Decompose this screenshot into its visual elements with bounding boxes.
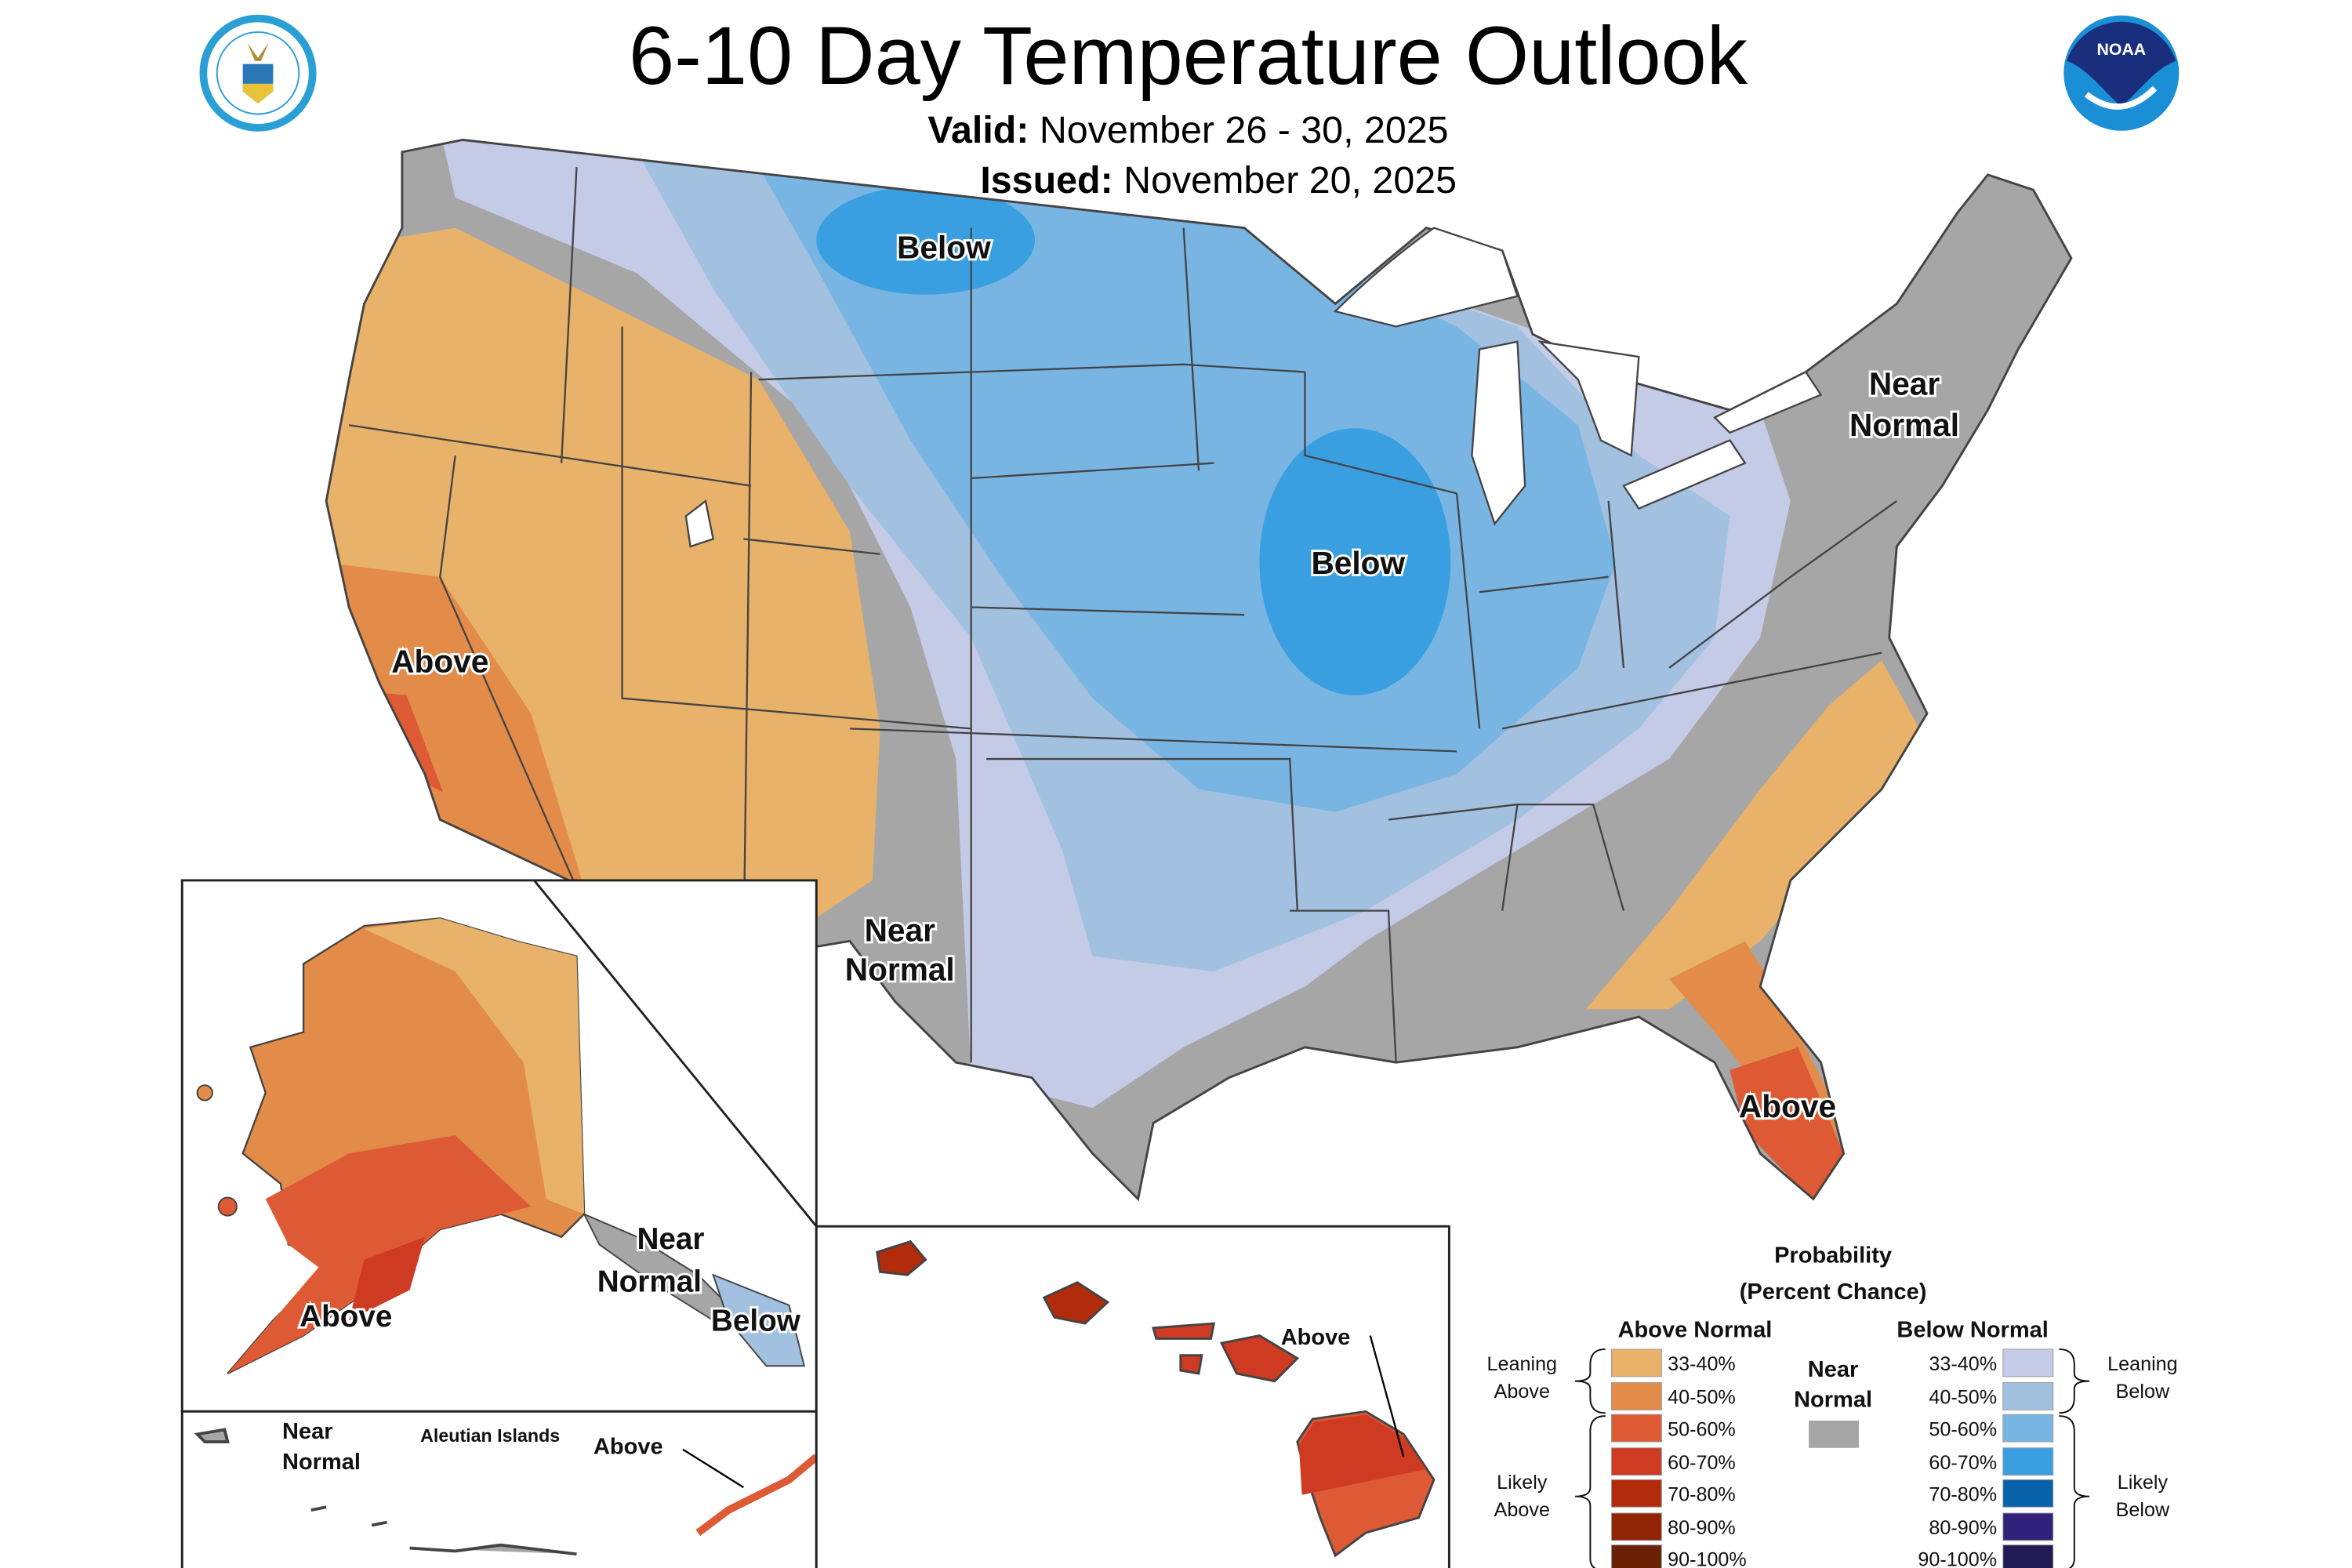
oahu: [1042, 1281, 1110, 1325]
leaning-below-1: Leaning: [2107, 1353, 2178, 1375]
legend-range-below-0: 33-40%: [1929, 1353, 1997, 1375]
legend-range-above-1: 40-50%: [1668, 1387, 1736, 1409]
label-aleutian-near-2: Normal: [282, 1450, 361, 1475]
hawaii-inset: Above: [815, 1225, 1450, 1568]
noaa-logo: NOAA: [2063, 15, 2180, 131]
legend-swatch-above-1: [1611, 1382, 1662, 1410]
label-below-north: Below: [897, 229, 991, 265]
label-hawaii-above: Above: [1281, 1325, 1351, 1350]
big-island-north: [1298, 1414, 1427, 1495]
legend-braces: [1575, 1348, 2090, 1568]
alaska-inset: Above Near Normal Below: [180, 879, 818, 1413]
label-near-northeast-2: Normal: [1849, 407, 1959, 443]
likely-above-1: Likely: [1497, 1472, 1548, 1494]
legend-near-label-2: Normal: [1794, 1388, 1872, 1413]
state-boundaries: [348, 167, 1898, 1063]
label-aleutian-near-1: Near: [282, 1419, 333, 1444]
legend-swatch-above-0: [1611, 1348, 1662, 1377]
legend-title: Probability: [1774, 1243, 1892, 1269]
issued-label: Issued:: [980, 159, 1112, 201]
below-60-70-north: [816, 185, 1035, 295]
label-near-northeast-1: Near: [1869, 366, 1940, 402]
legend-swatch-below-6: [2002, 1544, 2054, 1568]
issued-line: Issued: November 20, 2025: [980, 159, 1457, 201]
alaska-above-33-40: [364, 918, 585, 1214]
below-60-70-midwest: [1259, 428, 1451, 695]
label-below-midwest: Below: [1311, 545, 1405, 581]
legend-swatch-below-1: [2002, 1382, 2054, 1410]
alaska-above-60-70: [349, 1236, 425, 1321]
page-title: 6-10 Day Temperature Outlook: [629, 10, 1748, 102]
legend-range-above-4: 70-80%: [1668, 1484, 1736, 1506]
lanai: [1179, 1354, 1203, 1375]
legend: Probability (Percent Chance) Above Norma…: [1487, 1243, 2178, 1568]
legend-above-header: Above Normal: [1618, 1317, 1773, 1342]
noaa-logo-text: NOAA: [2096, 40, 2146, 59]
legend-range-below-5: 80-90%: [1929, 1517, 1997, 1539]
label-alaska-near-2: Normal: [597, 1265, 702, 1298]
legend-swatch-above-6: [1611, 1544, 1662, 1568]
legend-swatch-above-5: [1611, 1512, 1662, 1541]
likely-above-2: Above: [1494, 1499, 1550, 1521]
leaning-below-2: Below: [2116, 1381, 2170, 1403]
legend-range-below-3: 60-70%: [1929, 1452, 1997, 1474]
leaning-above-1: Leaning: [1487, 1353, 1558, 1375]
alaska-below-panhandle: [712, 1273, 806, 1367]
alaska-near-panhandle: [583, 1212, 730, 1322]
legend-range-below-2: 50-60%: [1929, 1418, 1997, 1440]
legend-swatch-above-4: [1611, 1479, 1662, 1508]
label-near-south-1: Near: [865, 912, 936, 948]
doc-seal-logo: [199, 14, 317, 132]
kauai: [876, 1240, 927, 1276]
likely-below-1: Likely: [2118, 1472, 2169, 1494]
label-above-west: Above: [391, 644, 488, 680]
above-50-60-florida: [1730, 1047, 1844, 1200]
above-33-40-southeast: [1585, 660, 1920, 1010]
valid-line: Valid: November 26 - 30, 2025: [927, 109, 1448, 151]
valid-date: November 26 - 30, 2025: [1040, 109, 1449, 151]
label-alaska-near-1: Near: [637, 1222, 704, 1256]
legend-near-swatch: [1809, 1420, 1859, 1448]
legend-below-header: Below Normal: [1896, 1317, 2048, 1342]
legend-swatch-below-3: [2002, 1447, 2054, 1476]
legend-swatch-below-2: [2002, 1414, 2054, 1443]
legend-subtitle: (Percent Chance): [1740, 1279, 1927, 1305]
label-aleutian-above: Above: [593, 1435, 663, 1460]
valid-label: Valid:: [927, 109, 1029, 151]
legend-swatch-below-4: [2002, 1479, 2054, 1508]
legend-range-above-5: 80-90%: [1668, 1517, 1736, 1539]
issued-date: November 20, 2025: [1123, 159, 1457, 201]
aleutian-inset: Near Normal Aleutian Islands Above: [180, 1410, 819, 1568]
legend-range-above-3: 60-70%: [1668, 1452, 1736, 1474]
legend-swatch-below-0: [2002, 1348, 2054, 1377]
maui: [1219, 1334, 1300, 1383]
legend-range-below-1: 40-50%: [1929, 1387, 1997, 1409]
aleutian-islands-title: Aleutian Islands: [420, 1425, 560, 1446]
legend-swatch-above-2: [1611, 1414, 1662, 1443]
label-near-south-2: Normal: [845, 952, 955, 988]
legend-range-above-6: 90-100%: [1668, 1549, 1747, 1568]
legend-range-above-0: 33-40%: [1668, 1353, 1736, 1375]
likely-below-2: Below: [2116, 1499, 2170, 1521]
label-alaska-above: Above: [299, 1300, 392, 1334]
legend-range-below-4: 70-80%: [1929, 1484, 1997, 1506]
legend-swatch-below-5: [2002, 1512, 2054, 1541]
above-40-50-california: [326, 561, 585, 888]
molokai: [1152, 1322, 1216, 1340]
leaning-above-2: Above: [1494, 1381, 1550, 1403]
legend-swatch-above-3: [1611, 1447, 1662, 1476]
legend-near-label-1: Near: [1808, 1357, 1859, 1382]
great-lakes: [684, 227, 1823, 548]
label-above-florida: Above: [1739, 1088, 1836, 1124]
above-33-40-texas-tip: [1152, 1184, 1184, 1200]
legend-range-below-6: 90-100%: [1918, 1549, 1997, 1568]
label-alaska-below: Below: [711, 1305, 801, 1338]
legend-range-above-2: 50-60%: [1668, 1418, 1736, 1440]
